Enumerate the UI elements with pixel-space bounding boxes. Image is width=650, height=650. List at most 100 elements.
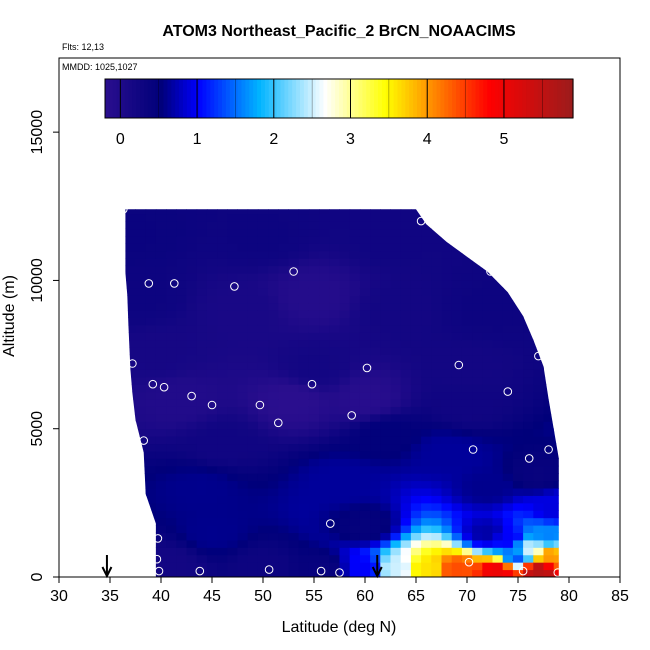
field-cell — [196, 569, 208, 578]
field-cell — [288, 421, 300, 430]
field-cell — [278, 428, 289, 437]
field-cell — [390, 295, 402, 304]
field-cell — [512, 209, 524, 215]
field-cell — [349, 554, 361, 563]
field-cell — [217, 554, 228, 563]
field-cell — [329, 421, 340, 430]
field-cell — [125, 213, 136, 222]
field-cell — [196, 539, 208, 548]
field-cell — [339, 399, 351, 407]
field-cell — [543, 310, 555, 318]
field-cell — [431, 235, 442, 244]
field-cell — [533, 569, 544, 578]
field-cell — [288, 354, 300, 363]
field-cell — [359, 517, 371, 526]
field-cell — [227, 324, 238, 333]
field-cell — [543, 532, 555, 541]
field-cell — [125, 532, 136, 541]
field-cell — [257, 569, 269, 578]
y-tick-label: 10000 — [29, 258, 46, 303]
field-cell — [349, 354, 361, 363]
field-cell — [227, 235, 238, 244]
x-tick-label: 45 — [203, 588, 221, 605]
field-cell — [308, 354, 320, 363]
field-cell — [176, 310, 187, 318]
field-cell — [155, 332, 167, 341]
field-cell — [553, 413, 559, 422]
field-cell — [543, 332, 555, 341]
field-cell — [227, 347, 238, 356]
field-cell — [206, 243, 218, 252]
field-cell — [390, 228, 402, 237]
field-cell — [278, 406, 289, 415]
field-cell — [206, 287, 218, 296]
field-cell — [461, 480, 473, 489]
field-cell — [206, 250, 218, 259]
field-cell — [217, 450, 228, 459]
field-cell — [176, 332, 187, 341]
field-cell — [217, 213, 228, 222]
field-cell — [125, 413, 136, 422]
field-cell — [349, 391, 361, 400]
colorbar-strip — [120, 79, 126, 118]
sample-point — [153, 534, 163, 543]
field-cell — [390, 369, 402, 378]
field-cell — [196, 473, 208, 482]
field-cell — [319, 458, 330, 467]
field-cell — [523, 562, 534, 571]
field-cell — [431, 488, 442, 496]
field-cell — [237, 228, 249, 237]
field-cell — [451, 443, 463, 452]
field-cell — [237, 361, 249, 370]
field-cell — [461, 287, 473, 296]
field-cell — [227, 273, 238, 281]
field-cell — [472, 539, 483, 548]
colorbar-strip — [296, 79, 301, 118]
colorbar-strip — [471, 79, 477, 118]
field-cell — [288, 347, 300, 356]
field-cell — [492, 532, 504, 541]
field-cell — [512, 399, 524, 407]
field-cell — [339, 347, 351, 356]
field-cell — [278, 369, 289, 378]
field-cell — [217, 532, 228, 541]
field-cell — [421, 554, 432, 563]
field-cell — [472, 436, 483, 445]
field-cell — [553, 280, 559, 289]
field-cell — [319, 347, 330, 356]
field-cell — [237, 547, 249, 556]
field-cell — [288, 235, 300, 244]
field-cell — [512, 391, 524, 400]
field-cell — [329, 547, 340, 556]
field-cell — [329, 339, 340, 348]
field-cell — [298, 295, 310, 304]
field-cell — [217, 295, 228, 304]
field-cell — [329, 450, 340, 459]
colorbar-strip — [249, 79, 254, 118]
field-cell — [298, 354, 310, 363]
field-cell — [370, 310, 381, 318]
field-cell — [400, 554, 412, 563]
field-cell — [329, 384, 340, 393]
field-cell — [237, 369, 249, 378]
field-cell — [543, 465, 555, 474]
field-cell — [329, 473, 340, 482]
colorbar-strip — [311, 79, 317, 118]
field-cell — [472, 273, 483, 281]
field-cell — [257, 465, 269, 474]
field-cell — [380, 384, 391, 393]
field-cell — [482, 562, 493, 571]
field-cell — [370, 347, 381, 356]
field-cell — [492, 235, 504, 244]
field-cell — [492, 295, 504, 304]
field-cell — [553, 562, 559, 571]
field-cell — [217, 428, 228, 437]
field-cell — [502, 339, 514, 348]
sample-point — [119, 205, 128, 214]
field-cell — [543, 361, 555, 370]
field-cell — [380, 473, 391, 482]
field-cell — [492, 324, 504, 333]
field-cell — [125, 525, 136, 534]
field-cell — [482, 480, 493, 489]
field-cell — [166, 339, 177, 348]
